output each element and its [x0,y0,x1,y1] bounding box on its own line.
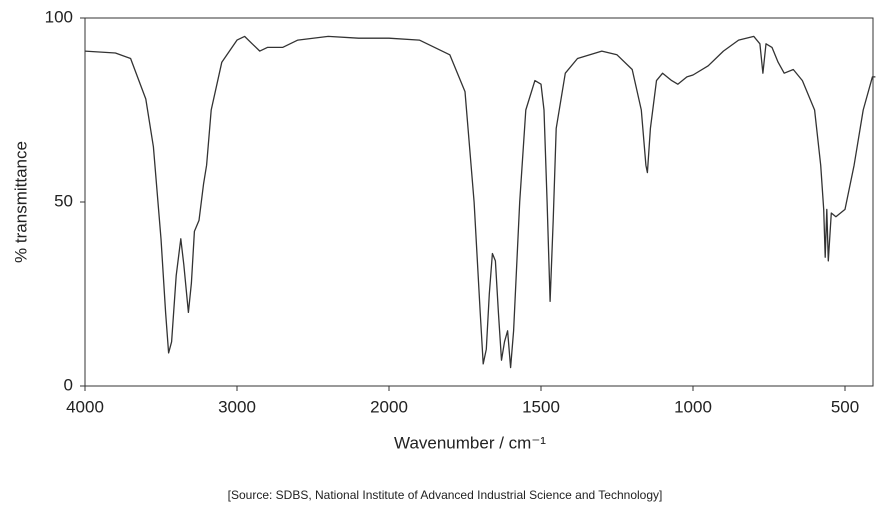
x-axis-label: Wavenumber / cm⁻¹ [394,433,546,452]
spectrum-line [84,35,876,369]
y-axis-label: % transmittance [11,141,30,263]
x-tick-label: 4000 [66,397,104,416]
plot-frame [84,17,874,387]
x-tick-label: 3000 [218,397,256,416]
x-tick-label: 1500 [522,397,560,416]
y-tick-label: 0 [64,375,73,394]
x-tick-label: 2000 [370,397,408,416]
y-tick-label: 50 [54,191,73,210]
x-tick-label: 1000 [674,397,712,416]
source-note: [Source: SDBS, National Institute of Adv… [228,488,663,502]
x-tick-label: 500 [831,397,859,416]
y-tick-label: 100 [45,7,73,26]
